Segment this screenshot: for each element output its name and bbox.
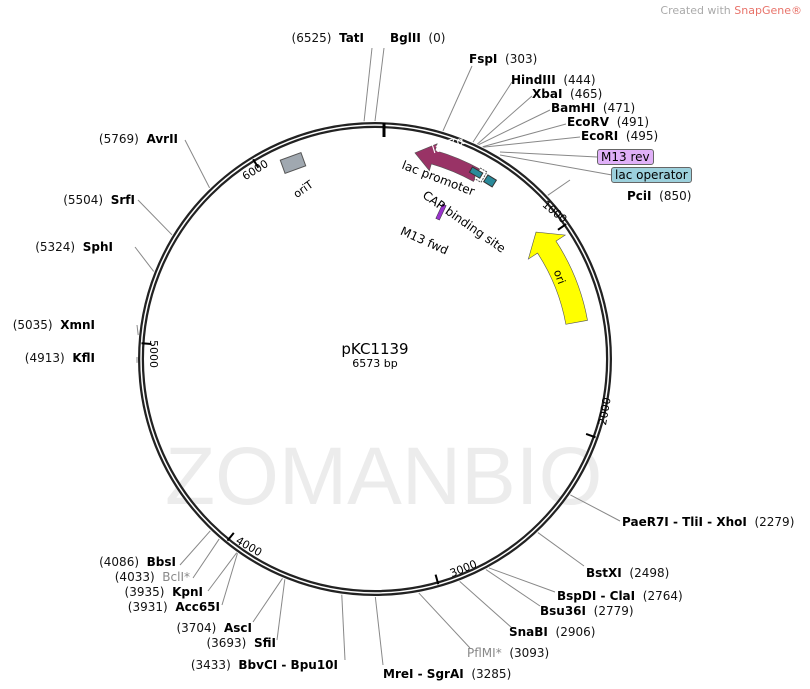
site-leader-line — [418, 592, 471, 649]
site-leader-line — [459, 581, 513, 629]
site-hindiii[interactable]: HindIII (444) — [511, 73, 596, 87]
site-xmni[interactable]: (5035) XmnI — [12, 318, 95, 332]
site-bsu36i[interactable]: Bsu36I (2779) — [540, 604, 634, 618]
site-leader-line — [374, 596, 384, 666]
tick-1000 — [557, 223, 567, 231]
site-leader-line — [184, 139, 211, 189]
site-kpni[interactable]: (3935) KpnI — [124, 585, 203, 599]
site-bamhi[interactable]: BamHI (471) — [551, 101, 636, 115]
site-leader-line — [221, 553, 238, 606]
lac-operator-feature — [468, 166, 484, 179]
tick-2000 — [585, 432, 596, 439]
site-leader-line — [179, 530, 211, 566]
site-srfi[interactable]: (5504) SrfI — [63, 193, 135, 207]
site-sfii[interactable]: (3693) SfiI — [206, 636, 276, 650]
tick-4000 — [226, 532, 235, 542]
site-leader-line — [192, 538, 220, 579]
tick-6000 — [252, 158, 260, 169]
tick-label-5000: 5000 — [147, 340, 160, 368]
site-leader-line — [488, 567, 556, 593]
site-bstxi[interactable]: BstXI (2498) — [586, 566, 670, 580]
site-leader-line — [136, 324, 139, 336]
site-bspdi-clai[interactable]: BspDI - ClaI (2764) — [557, 589, 683, 603]
site-pflmi[interactable]: PflMI* (3093) — [467, 646, 550, 660]
site-acc65i[interactable]: (3931) Acc65I — [127, 600, 220, 614]
backbone-inner — [140, 124, 610, 594]
site-mrei-sgrai[interactable]: MreI - SgrAI (3285) — [383, 667, 512, 681]
site-bglii[interactable]: BglII (0) — [390, 31, 446, 45]
site-leader-line — [276, 579, 286, 641]
site-bbsi[interactable]: (4086) BbsI — [99, 555, 176, 569]
site-leader-line — [134, 246, 155, 272]
site-avrii[interactable]: (5769) AvrII — [98, 132, 178, 146]
site-leader-line — [570, 494, 621, 522]
site-leader-line — [363, 47, 373, 122]
site-kfli[interactable]: (4913) KflI — [24, 351, 95, 365]
m13-fwd-feature — [435, 203, 447, 221]
site-leader-line — [472, 81, 513, 143]
site-leader-line — [547, 179, 571, 196]
site-leader-line — [483, 136, 581, 148]
site-leader-line — [341, 594, 346, 661]
site-tati[interactable]: (6525) TatI — [291, 31, 364, 45]
site-leader-line — [252, 578, 283, 623]
site-leader-line — [207, 552, 238, 592]
site-leader-line — [485, 569, 541, 607]
feature-leader-line — [499, 151, 598, 158]
tick-3000 — [434, 574, 440, 585]
site-leader-line — [442, 65, 473, 132]
site-ecori[interactable]: EcoRI (495) — [581, 129, 659, 143]
site-leader-line — [482, 123, 567, 148]
site-xbai[interactable]: XbaI (465) — [532, 87, 603, 101]
lacza-arrow — [414, 143, 481, 182]
watermark: ZOMANBIO — [165, 431, 603, 522]
site-leader-line — [374, 47, 385, 122]
feature-m13-rev[interactable]: M13 rev — [597, 149, 654, 165]
site-pcii[interactable]: PciI (850) — [627, 189, 692, 203]
site-fspi[interactable]: FspI (303) — [469, 52, 538, 66]
site-leader-line — [477, 95, 533, 145]
site-leader-line — [137, 199, 173, 236]
orit-feature — [279, 152, 307, 174]
site-leader-line — [537, 532, 585, 567]
snapgene-credit: Created with SnapGene® — [660, 4, 802, 17]
feature-lac-operator[interactable]: lac operator — [611, 167, 692, 183]
ori-arrow — [527, 231, 588, 325]
tick-5000 — [141, 342, 152, 345]
plasmid-length: 6573 bp — [352, 357, 398, 370]
site-bcli[interactable]: (4033) BclI* — [114, 570, 190, 584]
feature-leader-line — [499, 154, 613, 176]
site-bbvci-bpu10i[interactable]: (3433) BbvCI - Bpu10I — [190, 658, 338, 672]
site-leader-line — [478, 109, 551, 146]
plasmid-name: pKC1139 — [341, 340, 409, 358]
site-asci[interactable]: (3704) AscI — [176, 621, 252, 635]
site-snabi[interactable]: SnaBI (2906) — [509, 625, 596, 639]
cap-binding-site-feature — [482, 174, 498, 188]
site-sphi[interactable]: (5324) SphI — [35, 240, 113, 254]
site-ecorv[interactable]: EcoRV (491) — [567, 115, 650, 129]
site-paer7i-tlii-xhoi[interactable]: PaeR7I - TliI - XhoI (2279) — [622, 515, 795, 529]
